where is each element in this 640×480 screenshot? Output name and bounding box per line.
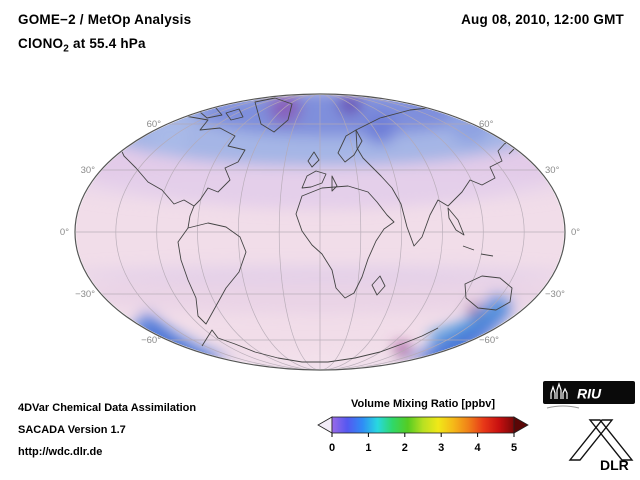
coast-antarctica xyxy=(201,327,439,363)
riu-logo: RIU xyxy=(543,381,635,409)
tick-5: 5 xyxy=(511,442,517,454)
tick-4: 4 xyxy=(475,442,482,454)
colorbar-gradient-bar xyxy=(331,416,515,434)
colorbar-right-arrow xyxy=(513,416,529,434)
lat-label-left-m60: −60° xyxy=(141,335,161,346)
colorbar-tick-marks xyxy=(331,433,515,437)
coast-europe xyxy=(301,129,363,192)
lat-label-right-0: 0° xyxy=(571,227,580,238)
species-level-label: ClONO2 at 55.4 hPa xyxy=(18,36,146,55)
riu-skyline-icon xyxy=(550,382,568,399)
lat-label-left-m30: −30° xyxy=(75,289,95,300)
colorbar: 0 1 2 3 4 5 xyxy=(317,416,529,454)
coast-southeast-asia xyxy=(447,207,494,257)
pressure-level: at 55.4 hPa xyxy=(69,36,146,51)
map-outline xyxy=(74,93,566,371)
dlr-wing2-icon xyxy=(588,419,634,461)
dlr-logo: DLR xyxy=(568,419,634,472)
tick-1: 1 xyxy=(365,442,371,454)
lat-label-right-m30: −30° xyxy=(545,289,565,300)
tick-3: 3 xyxy=(438,442,444,454)
coast-australia xyxy=(464,275,513,311)
latitude-labels: 60° 30° 0° −30° −60° 60° 30° 0° −30° −60… xyxy=(60,119,580,346)
tick-2: 2 xyxy=(402,442,408,454)
dlr-wing-icon xyxy=(568,419,614,461)
lat-label-right-60: 60° xyxy=(479,119,494,130)
timestamp: Aug 08, 2010, 12:00 GMT xyxy=(461,12,624,27)
species-name: ClONO xyxy=(18,36,64,51)
lat-label-left-60: 60° xyxy=(147,119,162,130)
lat-label-right-m60: −60° xyxy=(479,335,499,346)
riu-wave-icon xyxy=(546,405,580,409)
world-map-canvas: 60° 30° 0° −30° −60° 60° 30° 0° −30° −60… xyxy=(60,93,580,371)
coast-madagascar xyxy=(371,275,386,296)
page-title: GOME−2 / MetOp Analysis xyxy=(18,12,192,27)
colorbar-title: Volume Mixing Ratio [ppbv] xyxy=(350,398,495,410)
footer-version: SACADA Version 1.7 xyxy=(18,424,126,436)
species-subscript: 2 xyxy=(63,43,70,55)
colorbar-left-arrow xyxy=(317,416,333,434)
footer-url: http://wdc.dlr.de xyxy=(18,446,103,458)
riu-logo-text: RIU xyxy=(577,386,602,402)
coast-greenland xyxy=(254,97,293,133)
footer-assimilation: 4DVar Chemical Data Assimilation xyxy=(18,402,197,414)
lat-label-left-0: 0° xyxy=(60,227,69,238)
tick-0: 0 xyxy=(329,442,335,454)
dlr-logo-text: DLR xyxy=(600,457,629,472)
coastlines xyxy=(117,97,518,363)
coast-africa xyxy=(295,185,395,299)
lat-label-left-30: 30° xyxy=(81,165,96,176)
coast-central-america xyxy=(187,205,195,229)
coast-south-america xyxy=(177,222,247,325)
colorbar-tick-labels: 0 1 2 3 4 5 xyxy=(329,442,517,454)
lat-label-right-30: 30° xyxy=(545,165,560,176)
collar-magenta-maximum xyxy=(394,342,410,358)
riu-logo-background xyxy=(543,381,635,404)
